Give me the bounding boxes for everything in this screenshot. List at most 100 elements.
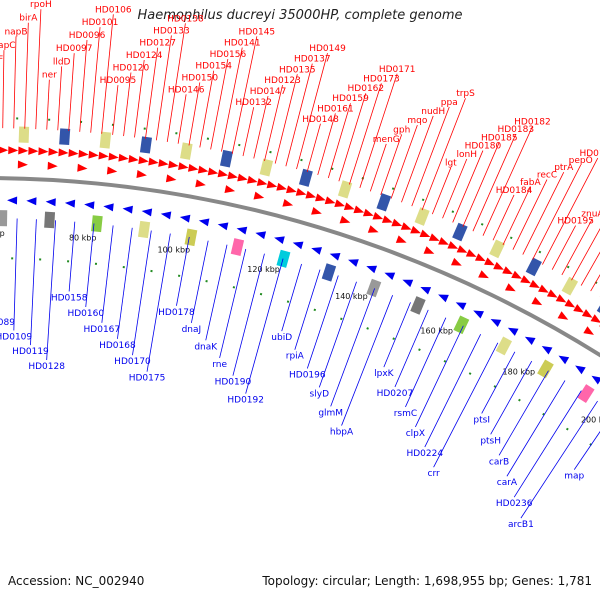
forward-gene-leader <box>242 107 255 157</box>
forward-gene-arrow <box>224 185 236 193</box>
reverse-gene-arrow-shape <box>141 208 153 217</box>
reverse-gene-label-hd0192: HD0192 <box>227 396 264 406</box>
feature-block <box>414 207 430 226</box>
forward-gene-arrow-shape <box>165 174 177 183</box>
reverse-gene-label-dnaj: dnaJ <box>182 325 202 335</box>
reverse-gene-arrow-shape <box>541 346 553 355</box>
forward-gene-arrow <box>531 296 543 306</box>
reverse-gene-arrow <box>45 198 56 207</box>
forward-gene-leader <box>2 50 5 129</box>
forward-gene-arrow <box>227 171 239 180</box>
reverse-gene-arrow-shape <box>84 201 95 210</box>
feature-block <box>525 257 542 277</box>
forward-gene-leader <box>79 40 88 132</box>
forward-gene-leader <box>512 179 548 250</box>
reverse-gene-label-hd0167: HD0167 <box>84 325 121 335</box>
reverse-gene-arrow-shape <box>292 241 304 250</box>
forward-gene-leader <box>482 126 533 236</box>
reverse-gene-arrow-shape <box>255 231 267 240</box>
forward-gene-label-hd0133: HD0133 <box>153 26 190 36</box>
reverse-gene-label-rsmc: rsmC <box>394 409 417 419</box>
forward-gene-arrow <box>573 304 584 313</box>
forward-gene-arrow-shape <box>118 153 129 162</box>
forward-gene-arrow <box>400 222 412 230</box>
forward-gene-arrow <box>353 205 365 214</box>
forward-gene-arrow <box>367 225 379 233</box>
feature-block <box>184 228 198 247</box>
forward-gene-label-meng: menG <box>373 135 400 145</box>
forward-gene-arrow <box>557 311 569 320</box>
reverse-gene-arrow <box>438 294 449 303</box>
forward-gene-label-trps: trpS <box>456 89 475 99</box>
forward-gene-label-hd0097: HD0097 <box>56 44 93 54</box>
feature-block <box>577 384 595 404</box>
reverse-gene-leader <box>101 225 114 323</box>
forward-gene-arrow-shape <box>324 196 336 205</box>
forward-gene-arrow <box>504 283 516 292</box>
forward-gene-arrow-shape <box>128 154 139 163</box>
forward-gene-leader <box>166 23 186 143</box>
forward-gene-arrow <box>138 156 149 165</box>
reverse-gene-arrow <box>292 241 304 250</box>
forward-gene-label-napf: napF <box>0 55 3 65</box>
forward-gene-leader <box>188 82 201 146</box>
forward-gene-arrow-shape <box>68 149 79 158</box>
forward-gene-arrow-shape <box>362 208 374 217</box>
forward-gene-arrow <box>158 158 169 167</box>
reverse-gene-label-crr: crr <box>428 469 440 479</box>
forward-gene-leader <box>421 98 466 211</box>
reverse-gene-arrow <box>255 231 267 240</box>
reverse-gene-label-lpxk: lpxK <box>374 369 395 379</box>
reverse-gene-label-hd0158: HD0158 <box>51 293 88 303</box>
forward-gene-arrow-shape <box>520 275 531 284</box>
forward-gene-label-ptra: ptrA <box>554 163 574 173</box>
reverse-gene-label-hd0175: HD0175 <box>129 374 166 384</box>
forward-gene-arrow <box>311 206 322 215</box>
reverse-gene-arrow <box>141 208 153 217</box>
kbp-tick-label: 120 kbp <box>247 265 280 274</box>
forward-gene-label-hd0150: HD0150 <box>182 73 219 83</box>
forward-gene-leader <box>472 134 517 232</box>
forward-gene-arrow <box>178 162 189 170</box>
reverse-gene-arrow-shape <box>329 253 341 261</box>
reverse-gene-arrow <box>541 346 553 355</box>
reverse-gene-leader <box>281 263 302 332</box>
forward-gene-leader <box>90 27 101 133</box>
reverse-gene-arrow-shape <box>575 365 586 375</box>
forward-gene-arrow-shape <box>450 257 462 266</box>
forward-gene-arrow <box>28 146 39 155</box>
forward-gene-arrow <box>391 218 403 227</box>
reverse-gene-arrow-shape <box>558 355 570 365</box>
forward-gene-arrow-shape <box>136 170 147 178</box>
feature-block <box>537 359 554 379</box>
reverse-gene-arrow-shape <box>438 294 449 303</box>
forward-gene-arrow-shape <box>581 309 593 318</box>
reverse-gene-leader <box>132 230 152 356</box>
forward-gene-arrow <box>324 196 336 205</box>
forward-gene-arrow <box>564 299 576 308</box>
forward-gene-leader <box>24 22 29 129</box>
reverse-gene-arrow-shape <box>490 318 502 328</box>
reverse-gene-leader <box>394 309 429 388</box>
forward-gene-arrow <box>465 249 477 257</box>
reverse-gene-label-hd0178: HD0178 <box>158 308 195 318</box>
forward-gene-arrow <box>106 166 118 175</box>
reverse-gene-leader <box>245 258 284 394</box>
reverse-gene-arrow-shape <box>198 218 210 227</box>
reverse-gene-leader <box>490 360 533 435</box>
reverse-gene-label-hd0196: HD0196 <box>289 370 326 380</box>
forward-gene-arrow <box>450 257 462 266</box>
reverse-gene-arrow <box>402 279 414 288</box>
reverse-gene-label-hd0160: HD0160 <box>67 309 104 319</box>
forward-gene-label-hd0137: HD0137 <box>294 55 331 65</box>
reverse-gene-arrow <box>473 310 484 319</box>
forward-gene-arrow <box>339 215 351 224</box>
forward-gene-leader <box>492 194 515 241</box>
forward-gene-arrow-shape <box>48 147 59 156</box>
forward-gene-arrow-shape <box>0 146 9 155</box>
forward-gene-arrow-shape <box>217 169 229 178</box>
forward-gene-arrow <box>48 147 59 156</box>
forward-gene-arrow <box>38 147 49 156</box>
kbp-tick-label: 160 kbp <box>420 326 453 335</box>
forward-gene-arrow <box>520 275 531 284</box>
